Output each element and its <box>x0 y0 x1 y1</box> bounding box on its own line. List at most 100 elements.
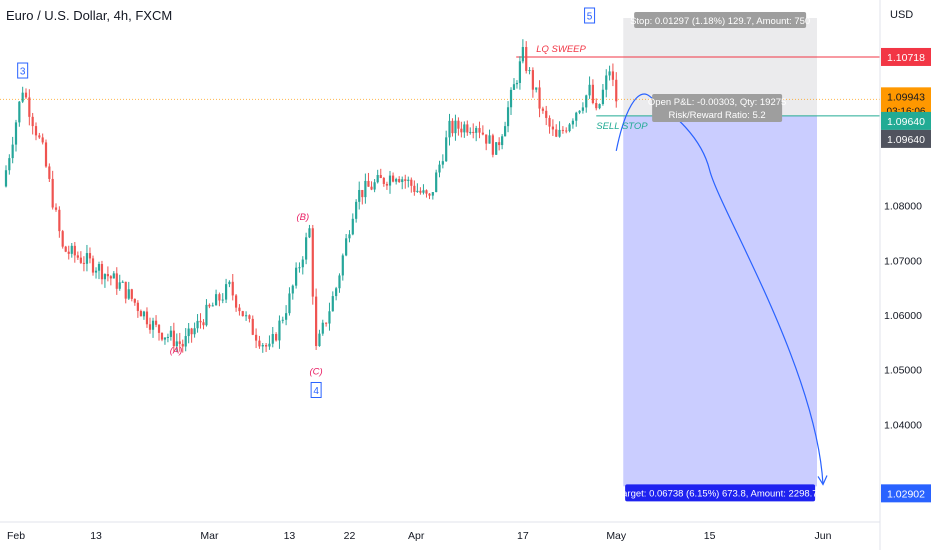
candle-body <box>248 315 251 319</box>
candle-body <box>54 207 58 210</box>
candle-body <box>438 164 441 173</box>
candle-body <box>364 180 367 198</box>
wave-a-label: (A) <box>170 346 183 357</box>
candle-body <box>585 95 588 108</box>
candle-body <box>457 120 460 129</box>
candle-body <box>251 318 254 335</box>
time-axis-label[interactable]: Mar <box>200 530 219 542</box>
candle-body <box>469 131 472 133</box>
candle-body <box>271 334 274 344</box>
candle-body <box>422 190 425 193</box>
candle-body <box>190 328 193 335</box>
price-badge[interactable] <box>881 484 931 503</box>
time-axis-label[interactable]: 13 <box>90 530 102 542</box>
candle-body <box>361 189 364 198</box>
candle-body <box>485 134 488 144</box>
candle-body <box>376 175 379 183</box>
candle-body <box>67 251 70 254</box>
candle-body <box>367 180 370 187</box>
price-axis-label[interactable]: 1.06000 <box>884 310 922 322</box>
price-badge[interactable] <box>881 129 931 148</box>
projection-curve[interactable] <box>615 93 824 485</box>
candle-body <box>370 186 373 190</box>
candle-body <box>512 84 516 90</box>
candle-body <box>448 120 451 138</box>
candle-body <box>515 82 519 85</box>
candle-body <box>568 124 571 132</box>
target-label: Target: 0.06738 (6.15%) 673.8, Amount: 2… <box>617 488 822 499</box>
candle-body <box>265 344 268 347</box>
candle-body <box>160 332 164 340</box>
candle-body <box>291 285 294 294</box>
candle-body <box>64 246 67 252</box>
time-axis-label[interactable]: 17 <box>517 530 529 542</box>
candle-body <box>181 343 184 347</box>
price-axis-label[interactable]: 1.08000 <box>884 201 922 213</box>
candle-body <box>145 311 149 325</box>
price-axis-label[interactable]: 1.05000 <box>884 365 922 377</box>
price-axis-label[interactable]: 1.07000 <box>884 255 922 267</box>
candle-body <box>379 175 382 179</box>
candle-body <box>31 116 34 127</box>
candle-body <box>611 71 615 80</box>
candle-body <box>463 124 466 133</box>
candle-body <box>321 322 324 334</box>
price-badge[interactable] <box>881 111 931 130</box>
candle-body <box>91 258 95 273</box>
countdown-label: 03:16:06 <box>887 106 926 117</box>
candle-body <box>382 178 385 184</box>
price-badge[interactable] <box>881 47 931 66</box>
time-axis-label[interactable]: Jun <box>815 530 832 542</box>
candle-body <box>172 330 175 347</box>
time-axis-label[interactable]: May <box>606 530 627 542</box>
candle-body <box>38 135 41 138</box>
pnl-label: Open P&L: -0.00303, Qty: 19275 <box>648 97 786 108</box>
candle-body <box>605 75 608 90</box>
candle-body <box>4 170 8 187</box>
candle-body <box>51 178 54 208</box>
price-axis-label[interactable]: 1.04000 <box>884 419 922 431</box>
candle-body <box>258 340 261 347</box>
candle-body <box>498 142 501 146</box>
stop-label-box <box>634 12 807 28</box>
candle-body <box>169 330 172 337</box>
time-axis-label[interactable]: Feb <box>7 530 25 542</box>
time-axis-label[interactable]: 15 <box>704 530 716 542</box>
candle-body <box>231 281 234 296</box>
candle-body <box>199 320 202 323</box>
price-badge-label: 1.09943 <box>887 91 925 103</box>
time-axis-label[interactable]: Apr <box>408 530 425 542</box>
candle-body <box>109 276 112 279</box>
candle-body <box>28 97 31 117</box>
price-badge-label: 1.10718 <box>887 52 925 64</box>
wave-c-label: (C) <box>310 366 323 377</box>
target-zone[interactable] <box>623 115 817 487</box>
candle-body <box>48 166 51 179</box>
candle-body <box>298 267 301 269</box>
candle-body <box>535 87 538 90</box>
currency-label[interactable]: USD <box>890 9 914 21</box>
candle-body <box>472 131 475 133</box>
candle-body <box>441 161 444 165</box>
candle-body <box>335 288 338 297</box>
candle-body <box>136 302 139 311</box>
candle-body <box>44 142 48 167</box>
candle-body <box>373 182 376 190</box>
candle-body <box>588 84 591 96</box>
candle-body <box>142 311 146 317</box>
candle-body <box>214 294 218 306</box>
time-axis-label[interactable]: 22 <box>344 530 356 542</box>
candle-body <box>454 120 457 134</box>
candle-body <box>419 190 422 193</box>
candle-body <box>238 307 241 312</box>
time-axis-label[interactable]: 13 <box>284 530 296 542</box>
candle-body <box>178 341 181 344</box>
candle-body <box>24 92 28 98</box>
candle-body <box>391 175 395 182</box>
candle-body <box>395 179 398 182</box>
candle-body <box>615 79 618 102</box>
candle-body <box>261 344 264 347</box>
stop-label: Stop: 0.01297 (1.18%) 129.7, Amount: 750 <box>630 16 810 27</box>
